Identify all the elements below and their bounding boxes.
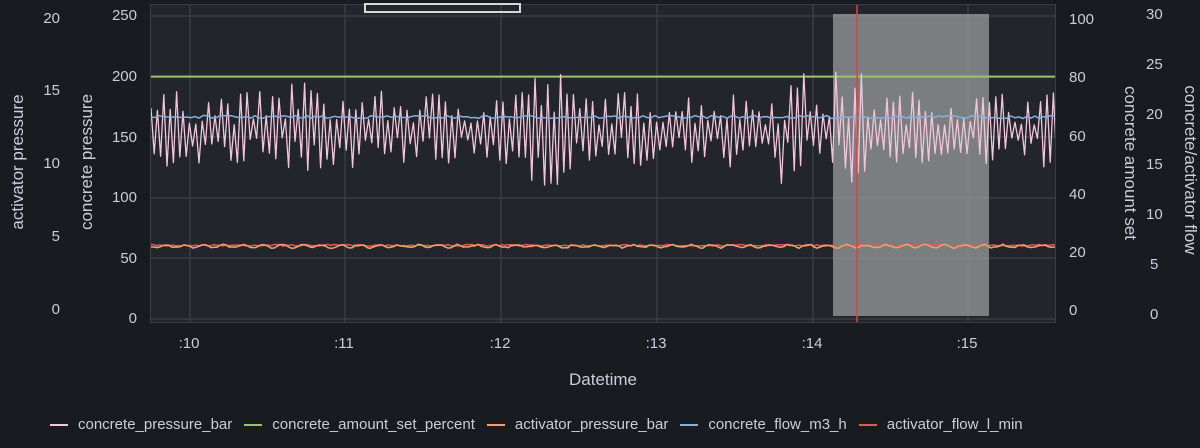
legend-item-concrete-flow-m3-h[interactable]: concrete_flow_m3_h <box>680 416 847 433</box>
concrete-amount-set-axis-title: concrete amount set <box>1121 85 1140 241</box>
tick: :14 <box>801 335 823 352</box>
legend-label: concrete_flow_m3_h <box>708 416 847 433</box>
tick: 40 <box>1069 186 1086 203</box>
tick: 10 <box>1146 206 1163 223</box>
range-brush[interactable] <box>364 3 521 13</box>
legend-label: concrete_amount_set_percent <box>272 416 475 433</box>
legend-item-concrete-pressure-bar[interactable]: concrete_pressure_bar <box>50 416 232 433</box>
legend: concrete_pressure_bar concrete_amount_se… <box>50 416 1035 433</box>
plot-canvas <box>151 5 1055 322</box>
x-axis-title: Datetime <box>568 370 638 389</box>
legend-label: activator_flow_l_min <box>886 416 1023 433</box>
tick: 20 <box>1069 244 1086 261</box>
concrete-activator-flow-axis-title: concrete/activator flow <box>1181 85 1200 255</box>
concrete-pressure-bar-line <box>151 71 1055 186</box>
tick: 20 <box>1146 106 1163 123</box>
tick: 100 <box>111 189 137 206</box>
tick: 10 <box>43 155 60 172</box>
legend-swatch <box>244 423 263 426</box>
legend-label: concrete_pressure_bar <box>78 416 233 433</box>
legend-swatch <box>858 423 877 426</box>
tick: 100 <box>1069 11 1095 28</box>
tick: 30 <box>1146 6 1163 23</box>
legend-item-activator-flow-l-min[interactable]: activator_flow_l_min <box>858 416 1023 433</box>
tick: 0 <box>51 301 60 318</box>
tick: 0 <box>1150 306 1159 323</box>
legend-swatch <box>486 423 505 426</box>
tick: 15 <box>1146 156 1163 173</box>
concrete-pressure-axis-title: concrete pressure <box>77 93 96 231</box>
tick: 0 <box>128 310 137 327</box>
legend-item-concrete-amount-set-percent[interactable]: concrete_amount_set_percent <box>244 416 475 433</box>
tick: 250 <box>111 7 137 24</box>
tick: :10 <box>178 335 200 352</box>
activator-pressure-bar-line <box>151 243 1055 250</box>
tick: 15 <box>43 82 60 99</box>
tick: :15 <box>956 335 978 352</box>
tick: 150 <box>111 129 137 146</box>
tick: :11 <box>334 335 354 352</box>
tick: 25 <box>1146 56 1163 73</box>
tick: 80 <box>1069 69 1086 86</box>
activator-pressure-axis-title: activator pressure <box>8 94 27 230</box>
concrete-flow-m3-h-line <box>151 114 1055 120</box>
tick: :12 <box>489 335 511 352</box>
tick: :13 <box>645 335 667 352</box>
tick: 5 <box>51 228 60 245</box>
legend-swatch <box>680 423 699 426</box>
tick: 0 <box>1069 302 1078 319</box>
tick: 60 <box>1069 128 1086 145</box>
legend-swatch <box>50 423 68 426</box>
legend-item-activator-pressure-bar[interactable]: activator_pressure_bar <box>486 416 669 433</box>
plot-area[interactable] <box>150 4 1056 323</box>
tick: 50 <box>120 250 137 267</box>
tick: 20 <box>43 10 60 27</box>
tick: 5 <box>1150 256 1159 273</box>
legend-label: activator_pressure_bar <box>514 416 669 433</box>
tick: 200 <box>111 68 137 85</box>
